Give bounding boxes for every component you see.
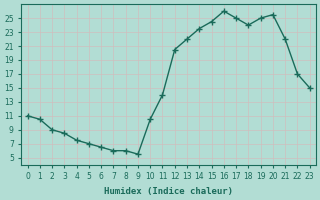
X-axis label: Humidex (Indice chaleur): Humidex (Indice chaleur)	[104, 187, 233, 196]
